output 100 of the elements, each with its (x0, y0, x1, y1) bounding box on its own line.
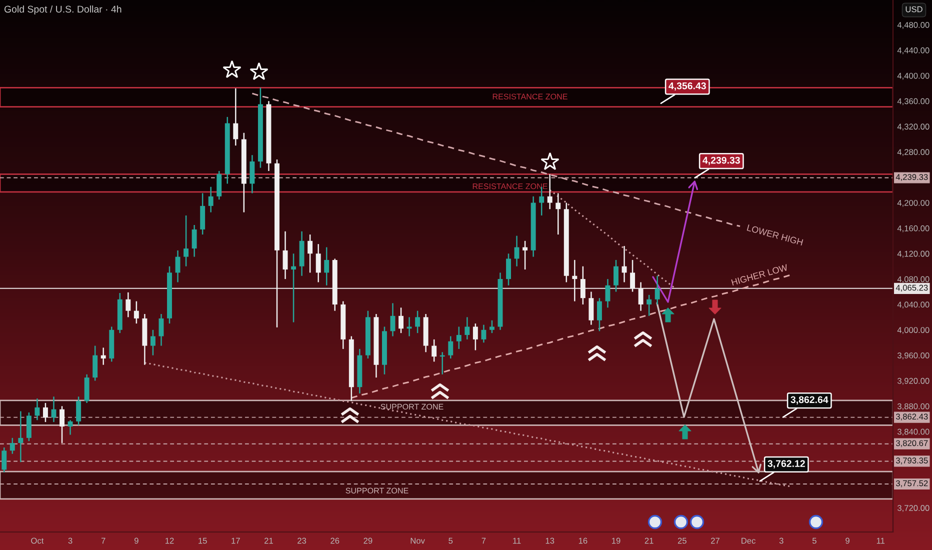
x-tick-label: 19 (612, 538, 620, 544)
band-label: RESISTANCE ZONE (472, 183, 548, 190)
candlestick (18, 410, 24, 463)
candlestick (200, 192, 206, 236)
y-tick-label: 4,280.00 (897, 149, 930, 156)
x-tick-label: Oct (31, 538, 44, 544)
x-tick-label: 7 (101, 538, 106, 544)
candlestick (184, 214, 189, 267)
candlestick (175, 250, 180, 283)
x-tick-label: Dec (742, 538, 756, 544)
ref-line-label: 4,239.33 (896, 174, 928, 181)
annotation: 4,239.33 (702, 156, 740, 166)
candlestick (324, 246, 330, 286)
candlestick (489, 320, 494, 334)
y-tick-label: 3,720.00 (897, 505, 930, 512)
candlestick (2, 446, 7, 473)
annotation: 4,356.43 (668, 82, 706, 91)
candlestick (596, 297, 602, 332)
candlestick (60, 406, 64, 444)
candlestick (472, 322, 478, 351)
x-tick-label: 27 (711, 538, 720, 544)
band-label: SUPPORT ZONE (346, 488, 408, 494)
candlestick (100, 347, 106, 366)
candlestick (406, 316, 412, 337)
candlestick (522, 240, 528, 270)
x-tick-label: 9 (134, 538, 138, 544)
candlestick (588, 291, 594, 326)
candlestick (134, 300, 139, 324)
candlestick (614, 259, 618, 292)
y-tick-label: 4,440.00 (897, 47, 930, 54)
candlestick (76, 396, 82, 426)
y-tick-label: 3,960.00 (897, 352, 930, 360)
candlestick (654, 275, 660, 306)
candlestick (547, 174, 552, 210)
y-tick-label: 4,120.00 (897, 250, 930, 258)
candlestick (464, 316, 470, 340)
y-tick-label: 4,080.00 (897, 276, 930, 284)
x-tick-label: 21 (644, 538, 654, 544)
x-tick-label: 15 (198, 538, 207, 544)
text: HIGHER LOW (731, 264, 788, 286)
ref-line-label: 3,862.43 (896, 414, 928, 421)
y-tick-label: 4,360.00 (897, 98, 930, 106)
candlestick (398, 307, 404, 334)
y-tick-label: 4,200.00 (897, 200, 930, 207)
y-tick-label: 4,040.00 (897, 302, 930, 309)
candlestick (192, 224, 197, 258)
x-tick-label: 13 (546, 538, 554, 544)
y-axis-title: USD (906, 6, 922, 12)
y-tick-label: 4,160.00 (897, 225, 930, 232)
candlestick (208, 186, 214, 213)
y-tick-label: 3,920.00 (897, 378, 930, 385)
candlestick (42, 402, 48, 423)
text: Gold Spot / U.S. Dollar · 4h (4, 5, 122, 15)
candlestick (308, 234, 313, 274)
x-tick-label: 29 (364, 538, 372, 544)
y-tick-label: 3,840.00 (897, 428, 930, 436)
band-label: RESISTANCE ZONE (492, 94, 568, 100)
candlestick (92, 345, 98, 382)
candlestick (448, 336, 454, 360)
candlestick (556, 192, 561, 236)
candlestick (233, 88, 238, 146)
ref-line-label: 4,065.23 (896, 284, 928, 292)
x-tick-label: 21 (264, 538, 273, 544)
candlestick (291, 252, 296, 323)
x-tick-label: 11 (876, 538, 885, 544)
x-tick-label: 26 (330, 538, 340, 544)
candlestick (514, 235, 520, 267)
candlestick (84, 374, 90, 404)
x-tick-label: 9 (846, 538, 850, 544)
x-tick-label: 5 (812, 538, 816, 544)
x-tick-label: 3 (68, 538, 72, 544)
band-label: SUPPORT ZONE (380, 404, 444, 410)
y-tick-label: 4,000.00 (897, 327, 930, 334)
y-tick-label: 3,880.00 (897, 403, 930, 410)
x-tick-label: 23 (298, 538, 306, 544)
x-tick-label: 3 (779, 538, 784, 544)
candlestick (605, 278, 610, 308)
candlestick (481, 324, 486, 344)
candlestick (506, 252, 511, 286)
candlestick (68, 420, 73, 436)
candlestick (456, 326, 462, 350)
candlestick (432, 338, 437, 362)
ref-line-label: 3,757.52 (896, 480, 928, 488)
y-tick-label: 4,320.00 (897, 124, 930, 131)
x-tick-label: 11 (513, 538, 521, 544)
candlestick (316, 243, 321, 283)
x-tick-label: 25 (678, 538, 686, 544)
candlestick (646, 294, 652, 317)
candlestick (282, 230, 288, 280)
line-series (549, 189, 675, 288)
candlestick (250, 154, 255, 194)
candlestick (216, 170, 222, 200)
candlestick (126, 292, 131, 318)
y-tick-label: 4,480.00 (897, 22, 930, 29)
text: LOWER HIGH (746, 224, 804, 246)
x-tick-label: 7 (482, 538, 486, 544)
x-tick-label: 12 (166, 538, 174, 544)
candlestick (622, 245, 627, 283)
x-tick-label: 16 (578, 538, 588, 544)
candlestick (415, 310, 420, 334)
